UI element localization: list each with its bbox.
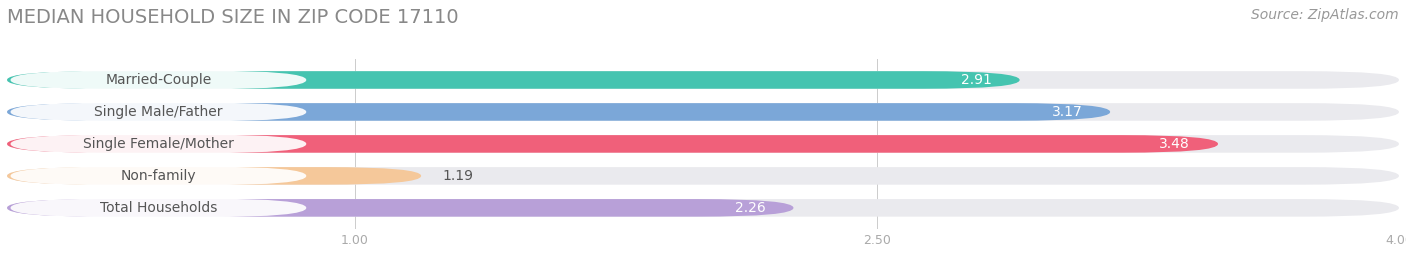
FancyBboxPatch shape bbox=[7, 103, 1111, 121]
Text: MEDIAN HOUSEHOLD SIZE IN ZIP CODE 17110: MEDIAN HOUSEHOLD SIZE IN ZIP CODE 17110 bbox=[7, 8, 458, 27]
Text: Married-Couple: Married-Couple bbox=[105, 73, 211, 87]
Text: 2.91: 2.91 bbox=[960, 73, 991, 87]
FancyBboxPatch shape bbox=[10, 103, 307, 121]
FancyBboxPatch shape bbox=[7, 167, 1399, 185]
Text: 2.26: 2.26 bbox=[735, 201, 766, 215]
Text: Single Male/Father: Single Male/Father bbox=[94, 105, 222, 119]
FancyBboxPatch shape bbox=[7, 135, 1399, 153]
Text: Source: ZipAtlas.com: Source: ZipAtlas.com bbox=[1251, 8, 1399, 22]
Text: Non-family: Non-family bbox=[121, 169, 197, 183]
FancyBboxPatch shape bbox=[7, 199, 1399, 217]
FancyBboxPatch shape bbox=[7, 199, 793, 217]
Text: 3.17: 3.17 bbox=[1052, 105, 1083, 119]
FancyBboxPatch shape bbox=[10, 71, 307, 89]
FancyBboxPatch shape bbox=[10, 199, 307, 217]
FancyBboxPatch shape bbox=[7, 103, 1399, 121]
FancyBboxPatch shape bbox=[10, 135, 307, 153]
Text: 1.19: 1.19 bbox=[441, 169, 472, 183]
FancyBboxPatch shape bbox=[10, 167, 307, 185]
Text: Total Households: Total Households bbox=[100, 201, 217, 215]
FancyBboxPatch shape bbox=[7, 71, 1399, 89]
FancyBboxPatch shape bbox=[7, 135, 1218, 153]
Text: Single Female/Mother: Single Female/Mother bbox=[83, 137, 233, 151]
Text: 3.48: 3.48 bbox=[1160, 137, 1191, 151]
FancyBboxPatch shape bbox=[7, 71, 1019, 89]
FancyBboxPatch shape bbox=[7, 167, 422, 185]
